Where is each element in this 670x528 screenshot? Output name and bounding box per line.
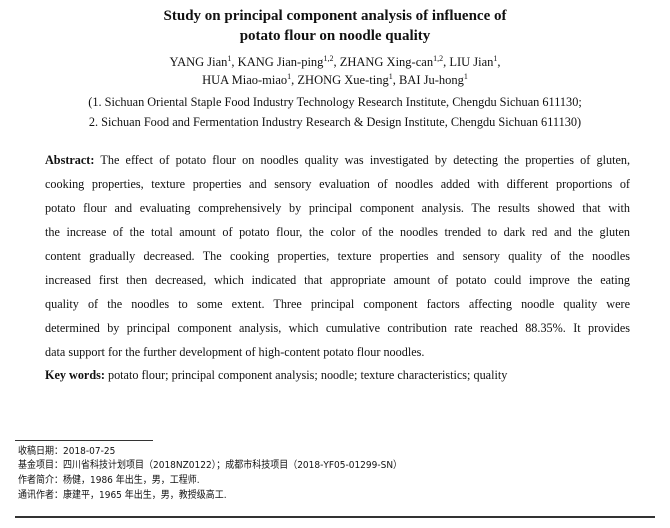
abstract-text: data support for the further development… [45, 345, 425, 359]
abstract: Abstract: The effect of potato flour on … [45, 148, 630, 364]
abstract-line: increased first then decreased, which in… [45, 268, 630, 292]
abstract-label: Abstract: [45, 153, 95, 167]
author-separator: , [291, 73, 298, 87]
abstract-line: the increase of the total amount of pota… [45, 220, 630, 244]
abstract-line: determined by principal component analys… [45, 316, 630, 340]
author-affiliation-mark: 1 [227, 54, 232, 63]
abstract-line: quality of the noodles to some extent. T… [45, 292, 630, 316]
authors-line-2: HUA Miao-miao1, ZHONG Xue-ting1, BAI Ju-… [0, 71, 670, 89]
author-name: ZHONG Xue-ting [297, 73, 389, 87]
abstract-text: quality of the noodles to some extent. T… [45, 297, 630, 311]
bottom-rule [15, 516, 655, 518]
author-name: ZHANG Xing-can [339, 55, 434, 69]
footnote-author-bio: 作者简介：杨健，1986 年出生，男，工程师. [18, 475, 200, 486]
author-affiliation-mark: 1 [493, 54, 498, 63]
abstract-text: determined by principal component analys… [45, 321, 630, 335]
author-affiliation-mark: 1 [388, 72, 393, 81]
author-separator: , [231, 55, 238, 69]
author-affiliation-mark: 1 [287, 72, 292, 81]
author-name: BAI Ju-hong [398, 73, 464, 87]
abstract-text: cooking properties, texture properties a… [45, 177, 630, 191]
abstract-text: potato flour and evaluating comprehensiv… [45, 201, 630, 215]
author-separator: , [333, 55, 340, 69]
author-name: LIU Jian [449, 55, 494, 69]
abstract-line: data support for the further development… [45, 340, 630, 364]
abstract-text: increased first then decreased, which in… [45, 273, 630, 287]
abstract-text: content gradually decreased. The cooking… [45, 249, 630, 263]
footnote-divider [15, 440, 153, 441]
abstract-line: potato flour and evaluating comprehensiv… [45, 196, 630, 220]
author-name: KANG Jian-ping [237, 55, 324, 69]
author-name: HUA Miao-miao [202, 73, 288, 87]
authors: YANG Jian1, KANG Jian-ping1,2, ZHANG Xin… [0, 53, 670, 89]
affiliations: (1. Sichuan Oriental Staple Food Industr… [88, 95, 582, 129]
abstract-text: the increase of the total amount of pota… [45, 225, 630, 239]
author-affiliation-mark: 1,2 [433, 54, 444, 63]
paper-title: Study on principal component analysis of… [163, 8, 507, 44]
abstract-text: The effect of potato flour on noodles qu… [100, 153, 631, 167]
authors-line-1: YANG Jian1, KANG Jian-ping1,2, ZHANG Xin… [0, 53, 670, 71]
author-separator: , [497, 55, 501, 69]
footnote-received: 收稿日期：2018-07-25 [18, 446, 116, 457]
abstract-line: cooking properties, texture properties a… [45, 172, 630, 196]
abstract-line: content gradually decreased. The cooking… [45, 244, 630, 268]
author-separator: , [443, 55, 450, 69]
footnote-corresponding: 通讯作者：康建平，1965 年出生，男，教授级高工. [18, 490, 227, 501]
author-affiliation-mark: 1,2 [323, 54, 334, 63]
author-name: YANG Jian [169, 55, 228, 69]
author-affiliation-mark: 1 [463, 72, 468, 81]
keywords: Key words: potato flour; principal compo… [45, 368, 508, 382]
abstract-line: Abstract: The effect of potato flour on … [45, 148, 630, 172]
author-separator: , [392, 73, 399, 87]
footnote-funding: 基金项目：四川省科技计划项目（2018NZ0122）；成都市科技项目（2018-… [18, 460, 403, 471]
